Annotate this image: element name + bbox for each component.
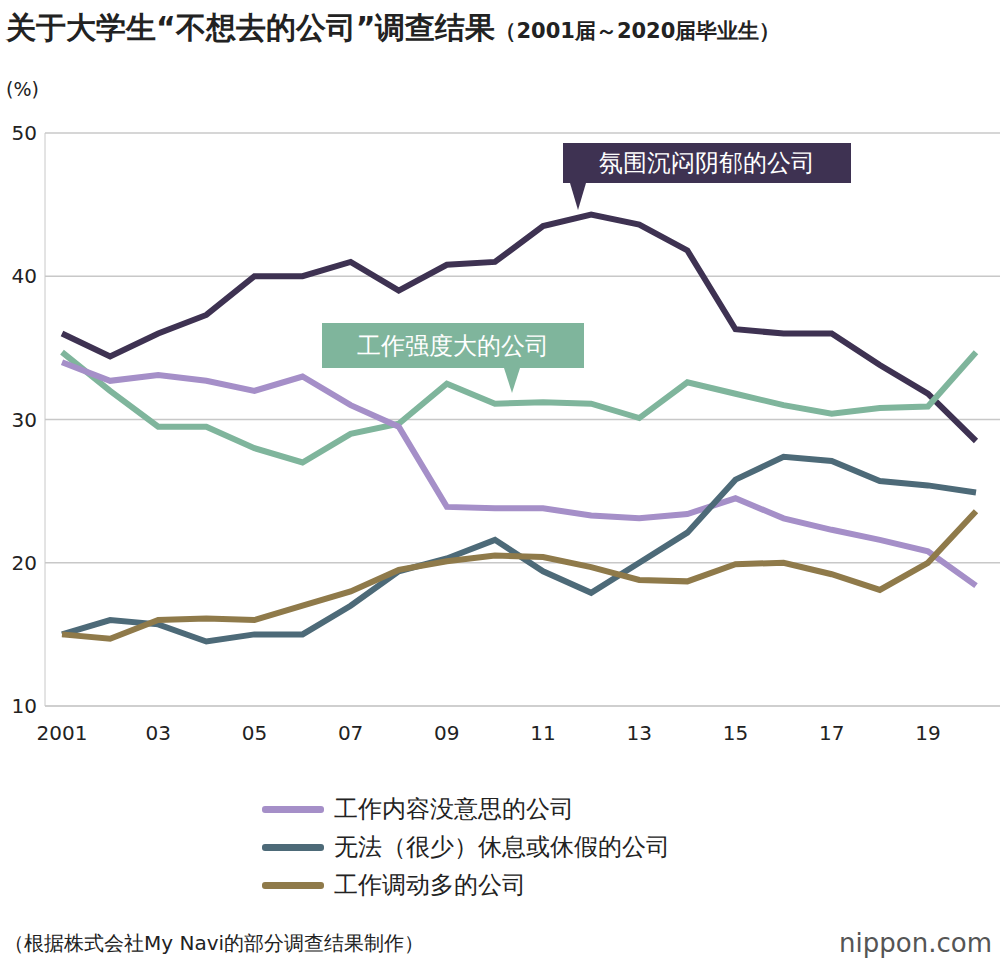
svg-text:05: 05 [242,721,267,745]
svg-text:07: 07 [338,721,363,745]
html-text:工作强度大的公司: 工作强度大的公司 [357,331,549,360]
svg-text:15: 15 [723,721,748,745]
html-text:关于大学生“不想去的公司”调查结果（2001届～2020届毕: 关于大学生“不想去的公司”调查结果（2001届～2020届毕业生） [6,10,781,45]
html-text:nippon.com: nippon.com [839,928,992,958]
svg-text:11: 11 [530,721,555,745]
svg-text:30: 30 [12,408,37,432]
svg-text:19: 19 [915,721,940,745]
html-text:工作调动多的公司: 工作调动多的公司 [334,871,526,899]
svg-text:03: 03 [145,721,170,745]
html-text:无法（很少）休息或休假的公司: 无法（很少）休息或休假的公司 [334,833,670,861]
svg-text:40: 40 [12,264,37,288]
html-text:工作内容没意思的公司: 工作内容没意思的公司 [334,795,574,823]
svg-text:09: 09 [434,721,459,745]
html-text:氛围沉闷阴郁的公司: 氛围沉闷阴郁的公司 [599,149,815,177]
svg-text:13: 13 [627,721,652,745]
svg-text:50: 50 [12,121,37,145]
svg-text:2001: 2001 [37,721,88,745]
svg-text:10: 10 [12,694,37,718]
svg-text:17: 17 [819,721,844,745]
html-text:（根据株式会社My Navi的部分调查结果制作）: （根据株式会社My Navi的部分调查结果制作） [4,931,425,955]
svg-text:20: 20 [12,551,37,575]
